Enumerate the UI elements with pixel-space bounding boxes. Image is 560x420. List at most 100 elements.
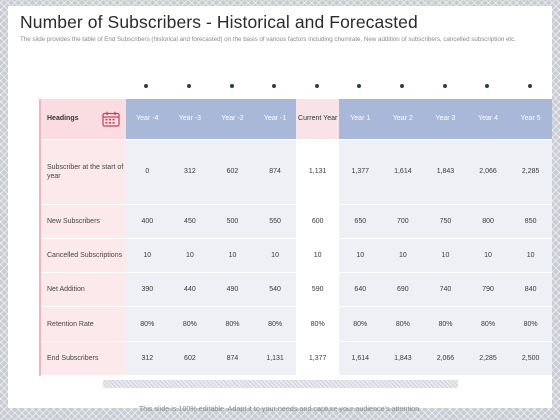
col-header: Year 4 xyxy=(466,99,510,140)
headings-label: Headings xyxy=(47,115,79,123)
table-cell: 10 xyxy=(424,238,467,274)
table-cell: 640 xyxy=(338,272,382,308)
timeline-dot xyxy=(229,84,234,88)
row-label: Subscriber at the start of year xyxy=(39,139,126,205)
subscribers-table: Headings Yea xyxy=(39,99,552,377)
table-cell: 750 xyxy=(424,204,467,239)
table-cell: 312 xyxy=(126,341,169,377)
table-cell: 1,131 xyxy=(253,341,297,377)
table-cell: 80% xyxy=(126,306,169,342)
table-row: Subscriber at the start of year 0 312 602 87… xyxy=(39,139,552,205)
slide-footer: This slide is 100% editable. Adapt it to… xyxy=(138,404,422,413)
col-header: Year 1 xyxy=(338,99,382,140)
table-cell: 650 xyxy=(338,204,382,239)
timeline-dot xyxy=(314,84,319,88)
table-row: New Subscribers 400 450 500 550 600 650 700 750 8… xyxy=(39,204,552,239)
col-header: Year -2 xyxy=(211,99,254,140)
table-header-row: Headings Yea xyxy=(39,99,552,140)
table-cell: 590 xyxy=(296,272,339,308)
table-cell: 10 xyxy=(338,238,382,274)
table-cell: 10 xyxy=(168,238,212,274)
table-cell: 2,066 xyxy=(424,341,467,377)
table-cell: 1,843 xyxy=(381,341,425,377)
table-cell: 1,377 xyxy=(296,341,339,377)
headings-cell: Headings xyxy=(39,99,126,140)
table-cell: 700 xyxy=(381,204,425,239)
table-cell: 80% xyxy=(338,306,382,342)
table-cell: 2,066 xyxy=(466,139,510,205)
timeline-dot xyxy=(186,84,191,88)
table-cell: 80% xyxy=(168,306,212,342)
table-cell: 2,285 xyxy=(509,139,552,205)
table-cell: 10 xyxy=(466,238,510,274)
table-cell: 602 xyxy=(168,341,212,377)
table-cell: 10 xyxy=(509,238,552,274)
table-cell: 80% xyxy=(466,306,510,342)
table-cell: 1,843 xyxy=(424,139,467,205)
table-cell: 602 xyxy=(211,139,254,205)
table-cell: 400 xyxy=(126,204,169,239)
table-cell: 80% xyxy=(509,306,552,342)
table-cell: 80% xyxy=(424,306,467,342)
table-row: Net Addition 390 440 490 540 590 640 690 740 790 8… xyxy=(39,272,552,308)
table-cell: 800 xyxy=(466,204,510,239)
table-cell: 10 xyxy=(211,238,254,274)
table-row: Retention Rate 80% 80% 80% 80% 80% 80% 80% 80% 80… xyxy=(39,306,552,342)
timeline-dot xyxy=(442,84,447,88)
table-cell: 600 xyxy=(296,204,339,239)
col-header: Year 3 xyxy=(424,99,467,140)
row-label: Cancelled Subscriptions xyxy=(39,238,126,274)
table-cell: 850 xyxy=(509,204,552,239)
decorative-bar xyxy=(103,380,458,388)
table-cell: 2,285 xyxy=(466,341,510,377)
timeline-dots xyxy=(8,84,552,90)
table-cell: 690 xyxy=(381,272,425,308)
table-cell: 10 xyxy=(296,238,339,274)
table-cell: 1,377 xyxy=(338,139,382,205)
col-header-current: Current Year xyxy=(296,99,339,140)
slide: Number of Subscribers - Historical and F… xyxy=(8,6,552,408)
table-cell: 1,614 xyxy=(338,341,382,377)
table-cell: 1,614 xyxy=(381,139,425,205)
timeline-dot xyxy=(272,84,277,88)
table-cell: 80% xyxy=(211,306,254,342)
col-header: Year -1 xyxy=(253,99,297,140)
table-row: End Subscribers 312 602 874 1,131 1,377 1,614 1… xyxy=(39,341,552,377)
table-cell: 10 xyxy=(381,238,425,274)
table-cell: 840 xyxy=(509,272,552,308)
table-cell: 450 xyxy=(168,204,212,239)
table-cell: 2,500 xyxy=(509,341,552,377)
table-cell: 10 xyxy=(253,238,297,274)
timeline-dot xyxy=(485,84,490,88)
table-cell: 874 xyxy=(211,341,254,377)
table-cell: 550 xyxy=(253,204,297,239)
table-cell: 10 xyxy=(126,238,169,274)
col-header: Year -4 xyxy=(126,99,169,140)
table-cell: 500 xyxy=(211,204,254,239)
table-cell: 312 xyxy=(168,139,212,205)
calendar-icon xyxy=(102,111,120,127)
col-header: Year 2 xyxy=(381,99,425,140)
row-label: New Subscribers xyxy=(39,204,126,239)
table-cell: 80% xyxy=(253,306,297,342)
table-cell: 540 xyxy=(253,272,297,308)
table-cell: 80% xyxy=(381,306,425,342)
table-cell: 440 xyxy=(168,272,212,308)
col-header: Year 5 xyxy=(509,99,552,140)
row-label: Retention Rate xyxy=(39,306,126,342)
timeline-dot xyxy=(527,84,532,88)
timeline-dot xyxy=(357,84,362,88)
col-header: Year -3 xyxy=(168,99,212,140)
table-cell: 1,131 xyxy=(296,139,339,205)
row-label: End Subscribers xyxy=(39,341,126,377)
slide-subtitle: The slide provides the table of End Subs… xyxy=(20,36,516,43)
table-cell: 874 xyxy=(253,139,297,205)
table-cell: 80% xyxy=(296,306,339,342)
timeline-dot xyxy=(144,84,149,88)
table-cell: 490 xyxy=(211,272,254,308)
table-row: Cancelled Subscriptions 10 10 10 10 10 10 10 10 1… xyxy=(39,238,552,274)
row-label: Net Addition xyxy=(39,272,126,308)
table-cell: 740 xyxy=(424,272,467,308)
table-cell: 390 xyxy=(126,272,169,308)
table-cell: 790 xyxy=(466,272,510,308)
